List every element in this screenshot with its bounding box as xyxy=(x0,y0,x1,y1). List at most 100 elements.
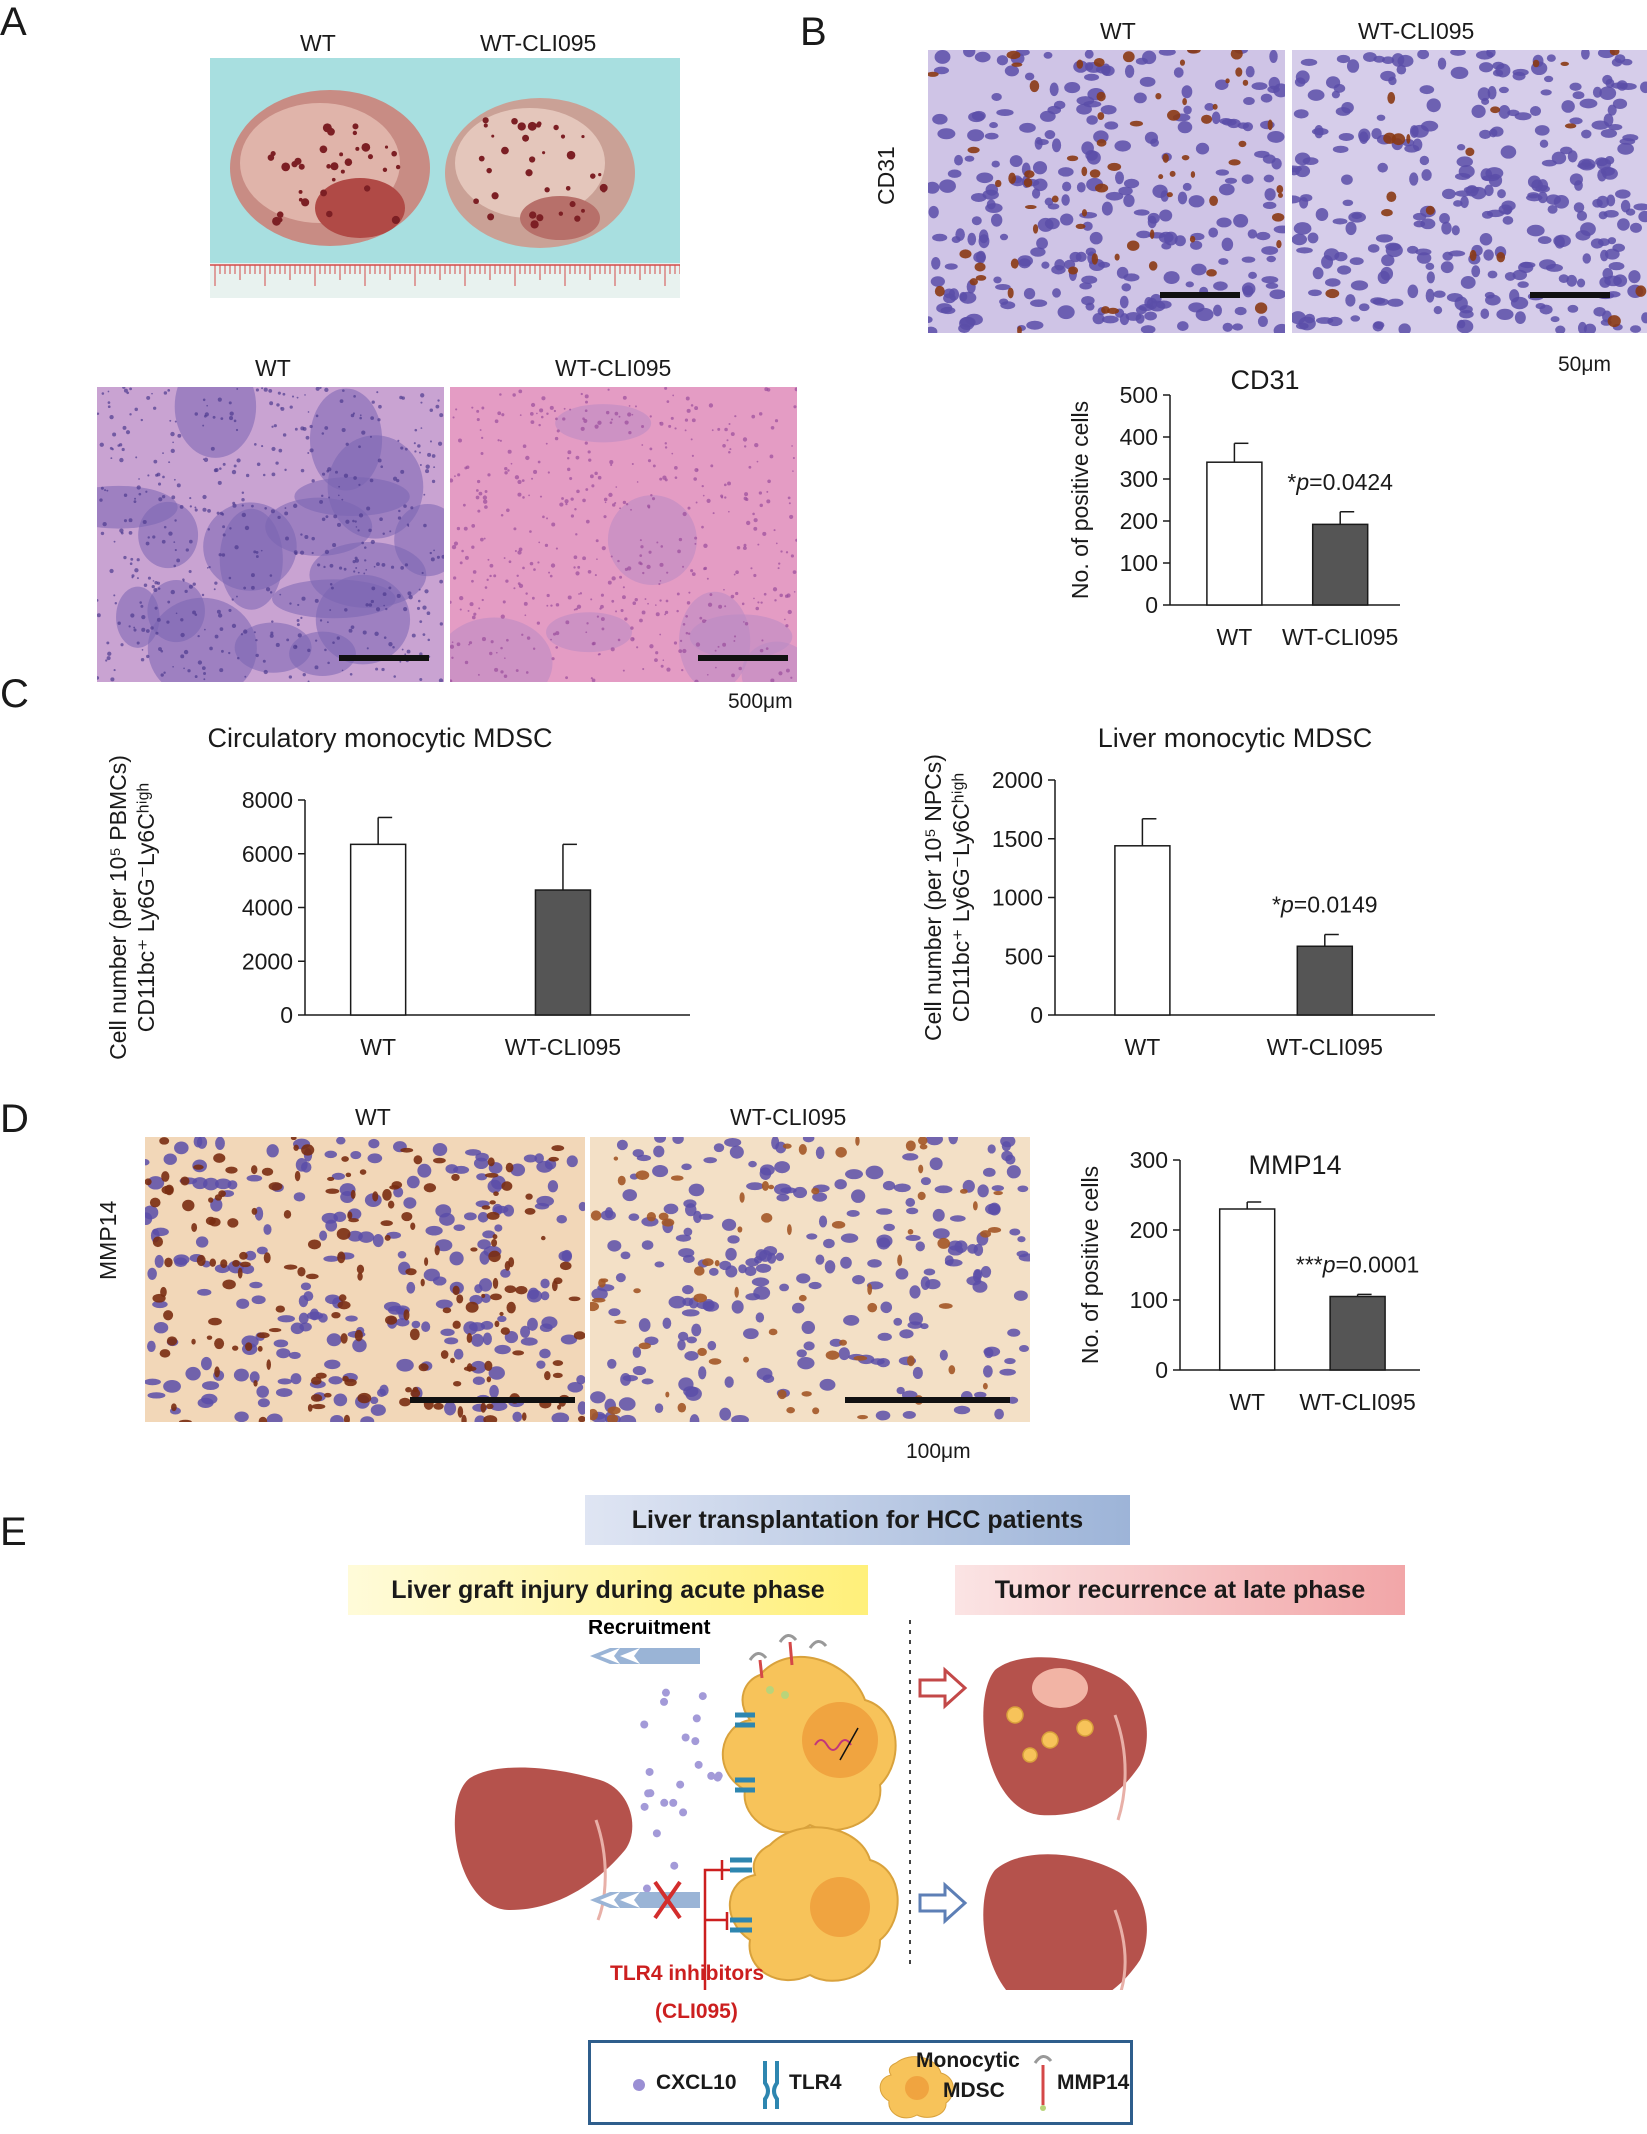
panel-d-wt-label: WT xyxy=(355,1104,391,1130)
significance-stars: * xyxy=(1272,892,1281,918)
cxcl10-dot xyxy=(644,1789,653,1798)
cxcl10-dot xyxy=(692,1714,701,1723)
block-x-icon xyxy=(653,1880,682,1920)
y-tick-label: 1000 xyxy=(992,885,1043,911)
cxcl10-icon xyxy=(633,2079,645,2091)
panel-a-wt-label: WT xyxy=(300,30,336,56)
panel-b-treated-label: WT-CLI095 xyxy=(1358,18,1475,44)
cxcl10-dot xyxy=(681,1733,690,1742)
y-axis-label-line1: Cell number (per 10⁵ PBMCs) xyxy=(105,755,131,1060)
bar xyxy=(1296,945,1354,1016)
y-tick-label: 8000 xyxy=(242,787,293,813)
panel-b-wt-label: WT xyxy=(1100,18,1136,44)
y-tick-label: 1500 xyxy=(992,826,1043,852)
cxcl10-dot xyxy=(660,1798,669,1807)
schema-acute-phase-title: Liver graft injury during acute phase xyxy=(348,1565,868,1615)
panel-label-a: A xyxy=(0,0,27,44)
panel-label-e: E xyxy=(0,1510,27,1554)
mmp14-treated-image xyxy=(590,1137,1030,1422)
mechanism-schema: Recruitment TLR4 inhibitors xyxy=(454,1620,1147,1990)
significance-p: p xyxy=(1280,892,1294,918)
recurrence-liver-icon xyxy=(983,1657,1147,1816)
chart-title: Liver monocytic MDSC xyxy=(1098,723,1373,753)
legend-mdsc-line2: MDSC xyxy=(943,2079,1005,2102)
x-tick-label: WT xyxy=(1217,624,1253,650)
y-tick-label: 0 xyxy=(1145,592,1158,618)
x-tick-label: WT-CLI095 xyxy=(1282,624,1398,650)
panel-a-he-wt-label: WT xyxy=(255,355,291,381)
y-tick-label: 0 xyxy=(280,1002,293,1028)
x-tick-label: WT-CLI095 xyxy=(505,1034,621,1060)
panel-b-row-label: CD31 xyxy=(873,146,899,205)
panel-a-scale-label: 500μm xyxy=(728,690,793,713)
cxcl10-dot xyxy=(676,1780,685,1789)
panel-label-d: D xyxy=(0,1097,29,1141)
y-axis-label: No. of positive cells xyxy=(1067,401,1093,599)
legend-tlr4: TLR4 xyxy=(789,2071,842,2094)
he-stain-treated-image xyxy=(450,387,797,682)
recruitment-label: Recruitment xyxy=(588,1620,711,1639)
significance-value: =0.0149 xyxy=(1294,892,1378,918)
bar xyxy=(1206,461,1263,606)
panel-label-c: C xyxy=(0,672,29,716)
cxcl10-dot xyxy=(694,1760,703,1769)
tlr4-icon xyxy=(763,2061,779,2109)
healthy-liver-icon xyxy=(983,1854,1147,1990)
bar xyxy=(349,843,407,1016)
inhibitor-label-line1: TLR4 inhibitors xyxy=(610,1962,764,1985)
cxcl10-dot xyxy=(679,1808,688,1817)
gross-liver-photo xyxy=(210,58,680,298)
panel-d-row-label: MMP14 xyxy=(95,1200,121,1280)
legend-cxcl10: CXCL10 xyxy=(656,2071,737,2094)
cxcl10-dot xyxy=(652,1829,661,1838)
legend-mmp14: MMP14 xyxy=(1057,2071,1130,2094)
y-tick-label: 0 xyxy=(1155,1357,1168,1383)
bar xyxy=(1218,1208,1276,1371)
cd31-wt-image xyxy=(928,50,1285,333)
panel-label-b: B xyxy=(800,10,827,54)
y-tick-label: 4000 xyxy=(242,895,293,921)
legend-mdsc-line1: Monocytic xyxy=(916,2049,1020,2072)
y-axis-label: No. of positive cells xyxy=(1077,1166,1103,1364)
y-axis-label-line2: CD11bc⁺ Ly6G⁻Ly6Cʰⁱᵍʰ xyxy=(948,773,974,1022)
significance-p: p xyxy=(1322,1251,1336,1277)
panel-d-scale-label: 100μm xyxy=(906,1440,971,1463)
schema-late-phase-title: Tumor recurrence at late phase xyxy=(955,1565,1405,1615)
cxcl10-dot xyxy=(640,1802,649,1811)
y-tick-label: 6000 xyxy=(242,841,293,867)
bar xyxy=(1329,1295,1386,1371)
panel-d-treated-label: WT-CLI095 xyxy=(730,1104,847,1130)
y-tick-label: 100 xyxy=(1130,1287,1168,1313)
y-tick-label: 2000 xyxy=(242,948,293,974)
significance-annotation: *p=0.0424 xyxy=(1287,469,1393,495)
cxcl10-dot xyxy=(691,1737,700,1746)
cxcl10-dot xyxy=(640,1720,649,1729)
mmp14-icon xyxy=(1033,2055,1053,2111)
x-tick-label: WT-CLI095 xyxy=(1299,1389,1415,1415)
cxcl10-dot xyxy=(669,1798,678,1807)
schema-top-title: Liver transplantation for HCC patients xyxy=(585,1495,1130,1545)
cd31-bar-chart: CD31 0 100 200 300 400 500 No. of positive cell… xyxy=(1067,365,1400,650)
panel-b-scale-label: 50μm xyxy=(1558,353,1611,376)
recruitment-arrow xyxy=(590,1648,700,1664)
inhibitor-lines xyxy=(703,1860,730,1990)
chart-title: Circulatory monocytic MDSC xyxy=(207,723,552,753)
x-tick-label: WT-CLI095 xyxy=(1267,1034,1383,1060)
y-tick-label: 200 xyxy=(1120,508,1158,534)
significance-annotation: ***p=0.0001 xyxy=(1296,1251,1419,1277)
x-tick-label: WT xyxy=(1125,1034,1161,1060)
chart-title: CD31 xyxy=(1230,365,1299,395)
significance-value: =0.0001 xyxy=(1336,1251,1420,1277)
y-tick-label: 2000 xyxy=(992,767,1043,793)
chart-title: MMP14 xyxy=(1248,1150,1341,1180)
circulatory-mdsc-bar-chart: Circulatory monocytic MDSC 0 2000 4000 6000 8… xyxy=(105,723,690,1060)
panel-a-he-treated-label: WT-CLI095 xyxy=(555,355,672,381)
significance-stars: *** xyxy=(1296,1251,1323,1277)
y-tick-label: 100 xyxy=(1120,550,1158,576)
cxcl10-dot xyxy=(661,1688,670,1697)
significance-value: =0.0424 xyxy=(1309,469,1393,495)
y-tick-label: 400 xyxy=(1120,424,1158,450)
bar xyxy=(1114,845,1171,1016)
y-tick-label: 200 xyxy=(1130,1217,1168,1243)
cxcl10-dot xyxy=(707,1771,716,1780)
